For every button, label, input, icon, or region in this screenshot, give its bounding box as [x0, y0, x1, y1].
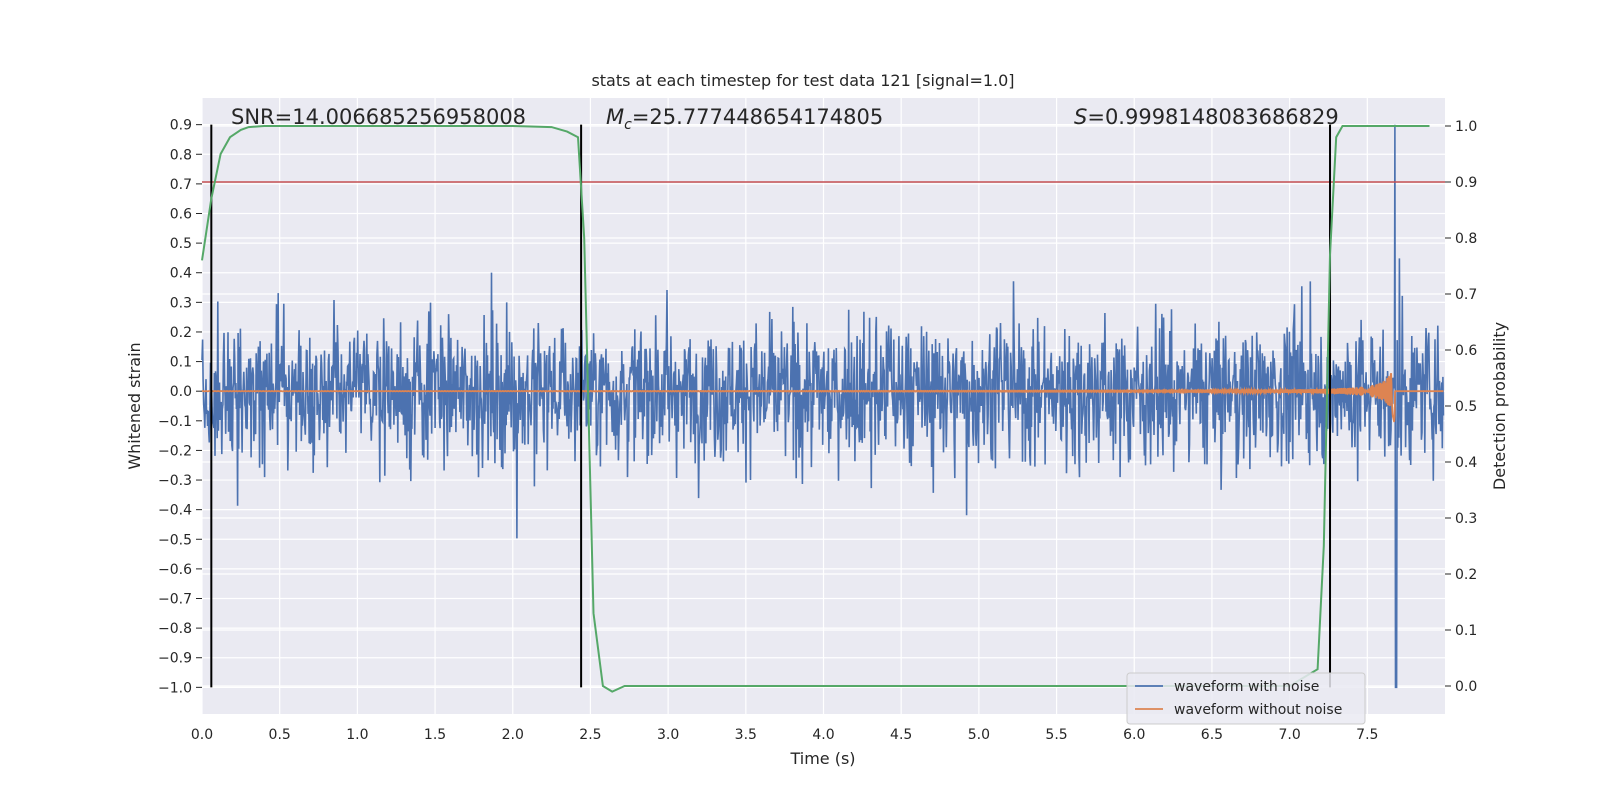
- x-tick-label: 1.0: [346, 727, 368, 743]
- y-tick-label: −0.8: [158, 621, 192, 637]
- y2-tick-label: 0.0: [1455, 679, 1477, 695]
- x-tick-label: 2.0: [502, 727, 524, 743]
- clean-waveform-line: [201, 373, 1444, 423]
- significance-annotation: S=0.9998148083686829: [1074, 105, 1339, 129]
- y-tick-label: −0.7: [158, 592, 192, 608]
- probability-series: [201, 125, 1430, 693]
- x-tick-label: 1.5: [424, 727, 446, 743]
- chirp-mass-value: =25.777448654174805: [632, 105, 883, 129]
- ticks: 0.0 0.5 1.0 1.5 2.0 2.5 3.0 3.5 4.0 4.5 5.0 5.5 6.0 6…: [158, 118, 1477, 743]
- y-tick-label: 0.8: [170, 147, 192, 163]
- x-tick-label: 5.0: [968, 727, 990, 743]
- y-tick-label: 0.1: [170, 355, 192, 371]
- noise-series: [201, 124, 1445, 689]
- x-tick-label: 6.5: [1201, 727, 1223, 743]
- legend-box: [1126, 672, 1366, 725]
- y-axis-label: Whitened strain: [125, 342, 144, 469]
- chirp-mass-annotation: Mc=25.777448654174805: [606, 105, 883, 133]
- y2-axis-label: Detection probability: [1490, 322, 1509, 490]
- y2-tick-label: 0.8: [1455, 231, 1477, 247]
- y-tick-label: 0.0: [170, 384, 192, 400]
- chirp-mass-symbol: M: [606, 105, 624, 129]
- y-tick-label: 0.7: [170, 177, 192, 193]
- x-tick-label: 7.0: [1278, 727, 1300, 743]
- x-tick-label: 0.5: [269, 727, 291, 743]
- y-tick-label: −1.0: [158, 680, 192, 696]
- x-tick-label: 7.5: [1356, 727, 1378, 743]
- y-tick-label: −0.5: [158, 532, 192, 548]
- y-tick-label: −0.1: [158, 414, 192, 430]
- probability-line: [201, 125, 1430, 693]
- x-axis-label: Time (s): [789, 749, 855, 768]
- snr-annotation: SNR=14.006685256958008: [231, 105, 526, 129]
- significance-value: =0.9998148083686829: [1087, 105, 1338, 129]
- y-tick-label: 0.9: [170, 118, 192, 134]
- y-tick-label: −0.6: [158, 562, 192, 578]
- y-tick-label: −0.9: [158, 651, 192, 667]
- noise-waveform-line: [201, 124, 1445, 689]
- y2-tick-label: 0.7: [1455, 287, 1477, 303]
- y2-tick-label: 0.5: [1455, 399, 1477, 415]
- x-tick-label: 4.5: [890, 727, 912, 743]
- y2-tick-label: 0.3: [1455, 511, 1477, 527]
- legend: waveform with noise waveform without noi…: [1126, 672, 1366, 725]
- y-tick-label: −0.2: [158, 443, 192, 459]
- y2-tick-label: 0.4: [1455, 455, 1477, 471]
- legend-label-noise: waveform with noise: [1174, 679, 1319, 695]
- x-tick-label: 6.0: [1123, 727, 1145, 743]
- y-tick-label: 0.2: [170, 325, 192, 341]
- x-tick-label: 2.5: [579, 727, 601, 743]
- x-tick-label: 0.0: [191, 727, 213, 743]
- x-tick-label: 3.0: [657, 727, 679, 743]
- chirp-mass-subscript: c: [624, 117, 632, 133]
- reference-lines: [202, 124, 1445, 688]
- y2-tick-label: 0.9: [1455, 175, 1477, 191]
- y2-tick-label: 0.6: [1455, 343, 1477, 359]
- y2-tick-label: 0.1: [1455, 623, 1477, 639]
- chart-title: stats at each timestep for test data 121…: [591, 71, 1014, 90]
- y2-tick-label: 1.0: [1455, 119, 1477, 135]
- legend-label-clean: waveform without noise: [1174, 702, 1342, 718]
- y-tick-label: 0.4: [170, 266, 192, 282]
- x-tick-label: 5.5: [1045, 727, 1067, 743]
- y-tick-label: 0.6: [170, 207, 192, 223]
- x-tick-label: 3.5: [735, 727, 757, 743]
- y-tick-label: 0.3: [170, 295, 192, 311]
- y-tick-label: −0.3: [158, 473, 192, 489]
- x-tick-label: 4.0: [812, 727, 834, 743]
- significance-symbol: S: [1074, 105, 1087, 129]
- clean-series: [201, 373, 1444, 423]
- y-tick-label: 0.5: [170, 236, 192, 252]
- y-tick-label: −0.4: [158, 503, 192, 519]
- y2-tick-label: 0.2: [1455, 567, 1477, 583]
